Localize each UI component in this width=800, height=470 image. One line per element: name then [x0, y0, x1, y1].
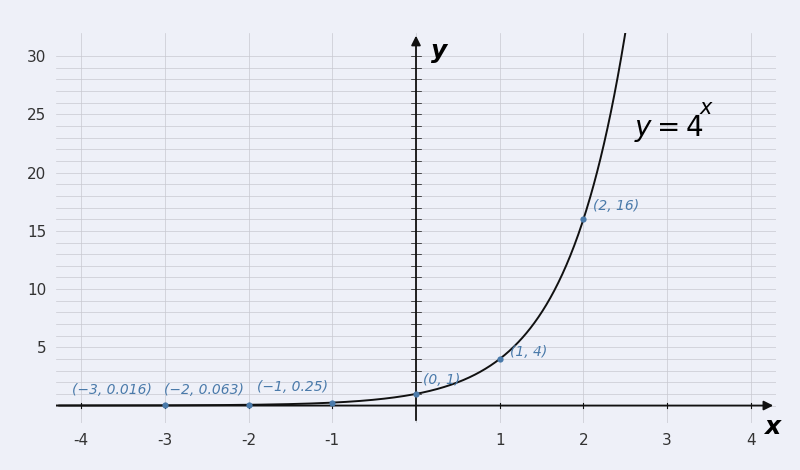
Text: $\mathbf{\mathit{y = 4}}$: $\mathbf{\mathit{y = 4}}$ [634, 112, 703, 143]
Text: (−1, 0.25): (−1, 0.25) [257, 381, 328, 394]
Text: (1, 4): (1, 4) [510, 345, 547, 359]
Text: $\mathbf{\mathit{x}}$: $\mathbf{\mathit{x}}$ [699, 98, 714, 118]
Text: (2, 16): (2, 16) [594, 199, 640, 213]
Text: x: x [764, 415, 780, 439]
Text: (0, 1): (0, 1) [422, 373, 460, 387]
Text: y: y [431, 39, 447, 63]
Text: (−3, 0.016): (−3, 0.016) [73, 383, 152, 397]
Text: (−2, 0.063): (−2, 0.063) [165, 383, 244, 397]
